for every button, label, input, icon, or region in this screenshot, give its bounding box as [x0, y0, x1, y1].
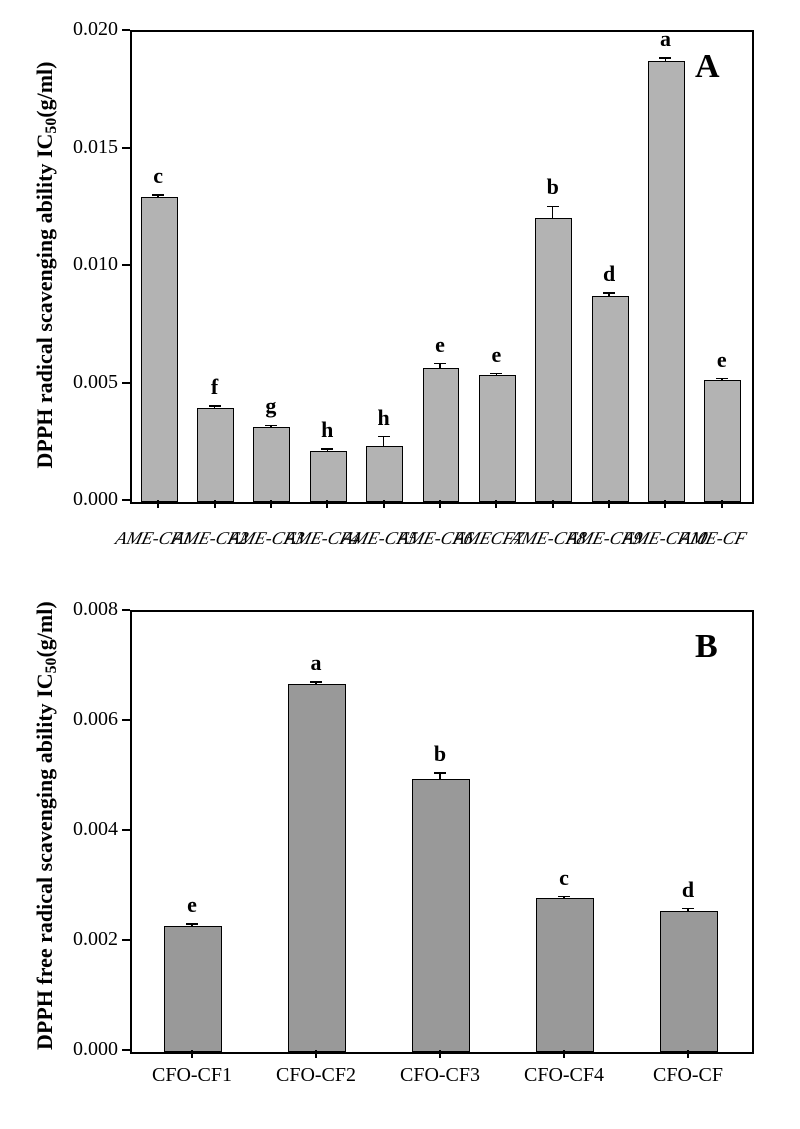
bar-letter: e [420, 332, 460, 358]
error-cap [603, 292, 615, 294]
bar [660, 911, 718, 1052]
error-cap [378, 436, 390, 438]
bar-letter: e [702, 347, 742, 373]
bar-letter: b [420, 741, 460, 767]
error-cap [547, 206, 559, 208]
bar [423, 368, 460, 502]
x-tick-label: CFO-CF4 [519, 1064, 609, 1087]
y-tick [122, 719, 130, 721]
x-tick-label: CFO-CF2 [271, 1064, 361, 1087]
bar-letter: d [668, 877, 708, 903]
y-tick [122, 264, 130, 266]
bar-letter: g [251, 393, 291, 419]
y-tick [122, 1049, 130, 1051]
y-tick-label: 0.006 [50, 708, 118, 731]
y-tick-label: 0.015 [50, 136, 118, 159]
bar [412, 779, 470, 1052]
bar-letter: a [645, 26, 685, 52]
error-cap [434, 772, 446, 774]
x-tick [608, 500, 610, 508]
x-tick [687, 1050, 689, 1058]
error-bar [552, 206, 554, 218]
y-tick-label: 0.008 [50, 598, 118, 621]
bar [310, 451, 347, 502]
x-tick [191, 1050, 193, 1058]
bar [366, 446, 403, 502]
x-tick-label: CFO-CF [643, 1064, 733, 1087]
bar [536, 898, 594, 1052]
y-tick [122, 29, 130, 31]
error-cap [152, 194, 164, 196]
bar-letter: d [589, 261, 629, 287]
error-cap [490, 373, 502, 375]
x-tick-label: CFO-CF3 [395, 1064, 485, 1087]
bar [592, 296, 629, 502]
bar-letter: e [172, 892, 212, 918]
x-tick [552, 500, 554, 508]
y-tick-label: 0.004 [50, 818, 118, 841]
y-tick-label: 0.002 [50, 928, 118, 951]
error-cap [186, 923, 198, 925]
y-tick-label: 0.005 [50, 371, 118, 394]
bar [704, 380, 741, 502]
bar-letter: f [195, 374, 235, 400]
bar [253, 427, 290, 502]
x-tick [315, 1050, 317, 1058]
error-cap [434, 363, 446, 365]
error-cap [558, 896, 570, 898]
figure-root: DPPH radical scavenging ability IC50(g/m… [0, 0, 800, 1129]
bar-letter: c [544, 865, 584, 891]
panel-b-letter: B [695, 628, 718, 666]
bar [648, 61, 685, 502]
y-tick-label: 0.010 [50, 253, 118, 276]
y-tick [122, 829, 130, 831]
bar-letter: e [476, 342, 516, 368]
panel-a-letter: A [695, 48, 720, 86]
x-tick [214, 500, 216, 508]
bar [288, 684, 346, 1052]
x-tick [383, 500, 385, 508]
error-bar [439, 773, 441, 780]
error-cap [310, 681, 322, 683]
x-tick [664, 500, 666, 508]
x-tick [439, 1050, 441, 1058]
bar-letter: b [533, 174, 573, 200]
x-tick [563, 1050, 565, 1058]
error-cap [716, 378, 728, 380]
bar-letter: h [307, 417, 347, 443]
y-tick [122, 939, 130, 941]
y-tick [122, 499, 130, 501]
x-tick [721, 500, 723, 508]
x-tick-label: AME-CF [677, 528, 748, 549]
x-tick-label: CFO-CF1 [147, 1064, 237, 1087]
error-cap [659, 57, 671, 59]
bar [479, 375, 516, 502]
bar [535, 218, 572, 502]
bar-letter: a [296, 650, 336, 676]
y-tick [122, 609, 130, 611]
bar [164, 926, 222, 1052]
y-tick-label: 0.000 [50, 1038, 118, 1061]
bar-letter: c [138, 163, 178, 189]
error-cap [682, 908, 694, 910]
x-tick [157, 500, 159, 508]
error-cap [209, 405, 221, 407]
error-cap [321, 448, 333, 450]
error-bar [383, 437, 385, 446]
x-tick [270, 500, 272, 508]
y-tick-label: 0.020 [50, 18, 118, 41]
y-tick [122, 382, 130, 384]
x-tick [326, 500, 328, 508]
x-tick [439, 500, 441, 508]
x-tick [495, 500, 497, 508]
bar-letter: h [364, 405, 404, 431]
bar [197, 408, 234, 502]
bar [141, 197, 178, 502]
error-cap [265, 425, 277, 427]
y-tick-label: 0.000 [50, 488, 118, 511]
y-tick [122, 147, 130, 149]
